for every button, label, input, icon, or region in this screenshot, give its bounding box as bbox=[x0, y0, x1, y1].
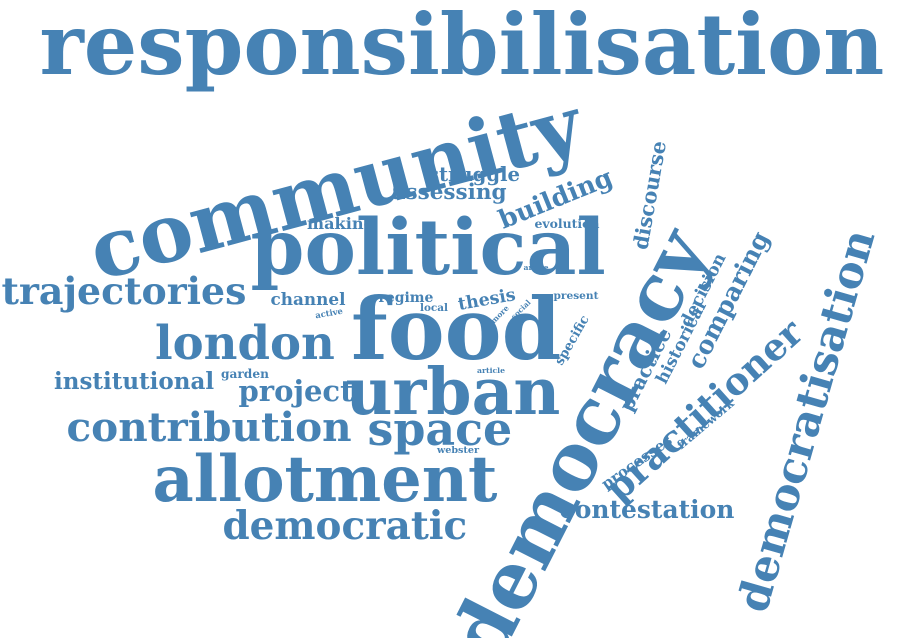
word-institutional: institutional bbox=[54, 367, 215, 395]
word-food: food bbox=[351, 279, 562, 380]
word-argue: argue bbox=[523, 263, 549, 272]
word-article: article bbox=[477, 366, 505, 375]
word-space: space bbox=[367, 402, 513, 456]
word-active: active bbox=[314, 305, 344, 321]
word-contribution: contribution bbox=[66, 402, 352, 451]
word-regime: regime bbox=[378, 290, 434, 306]
word-allotment: allotment bbox=[152, 442, 498, 517]
word-channel: channel bbox=[270, 288, 346, 309]
word-evolution: evolution bbox=[534, 216, 600, 231]
word-project: project bbox=[238, 373, 354, 408]
word-present: present bbox=[553, 289, 599, 302]
word-making: making bbox=[307, 214, 375, 233]
word-democratic: democratic bbox=[222, 502, 468, 549]
word-struggle: struggle bbox=[428, 163, 521, 186]
word-political: political bbox=[250, 202, 606, 293]
word-responsibilisation: responsibilisation bbox=[39, 0, 885, 94]
word-garden: garden bbox=[221, 367, 269, 381]
word-assessing: assessing bbox=[391, 180, 507, 205]
word-trajectories: trajectories bbox=[1, 268, 247, 313]
word-democratisation: democratisation bbox=[726, 223, 885, 617]
word-local: local bbox=[420, 302, 449, 314]
word-webster: webster bbox=[437, 445, 479, 456]
word-contestation: contestation bbox=[559, 494, 735, 524]
word-london: london bbox=[155, 314, 335, 370]
word-urban: urban bbox=[345, 353, 561, 430]
